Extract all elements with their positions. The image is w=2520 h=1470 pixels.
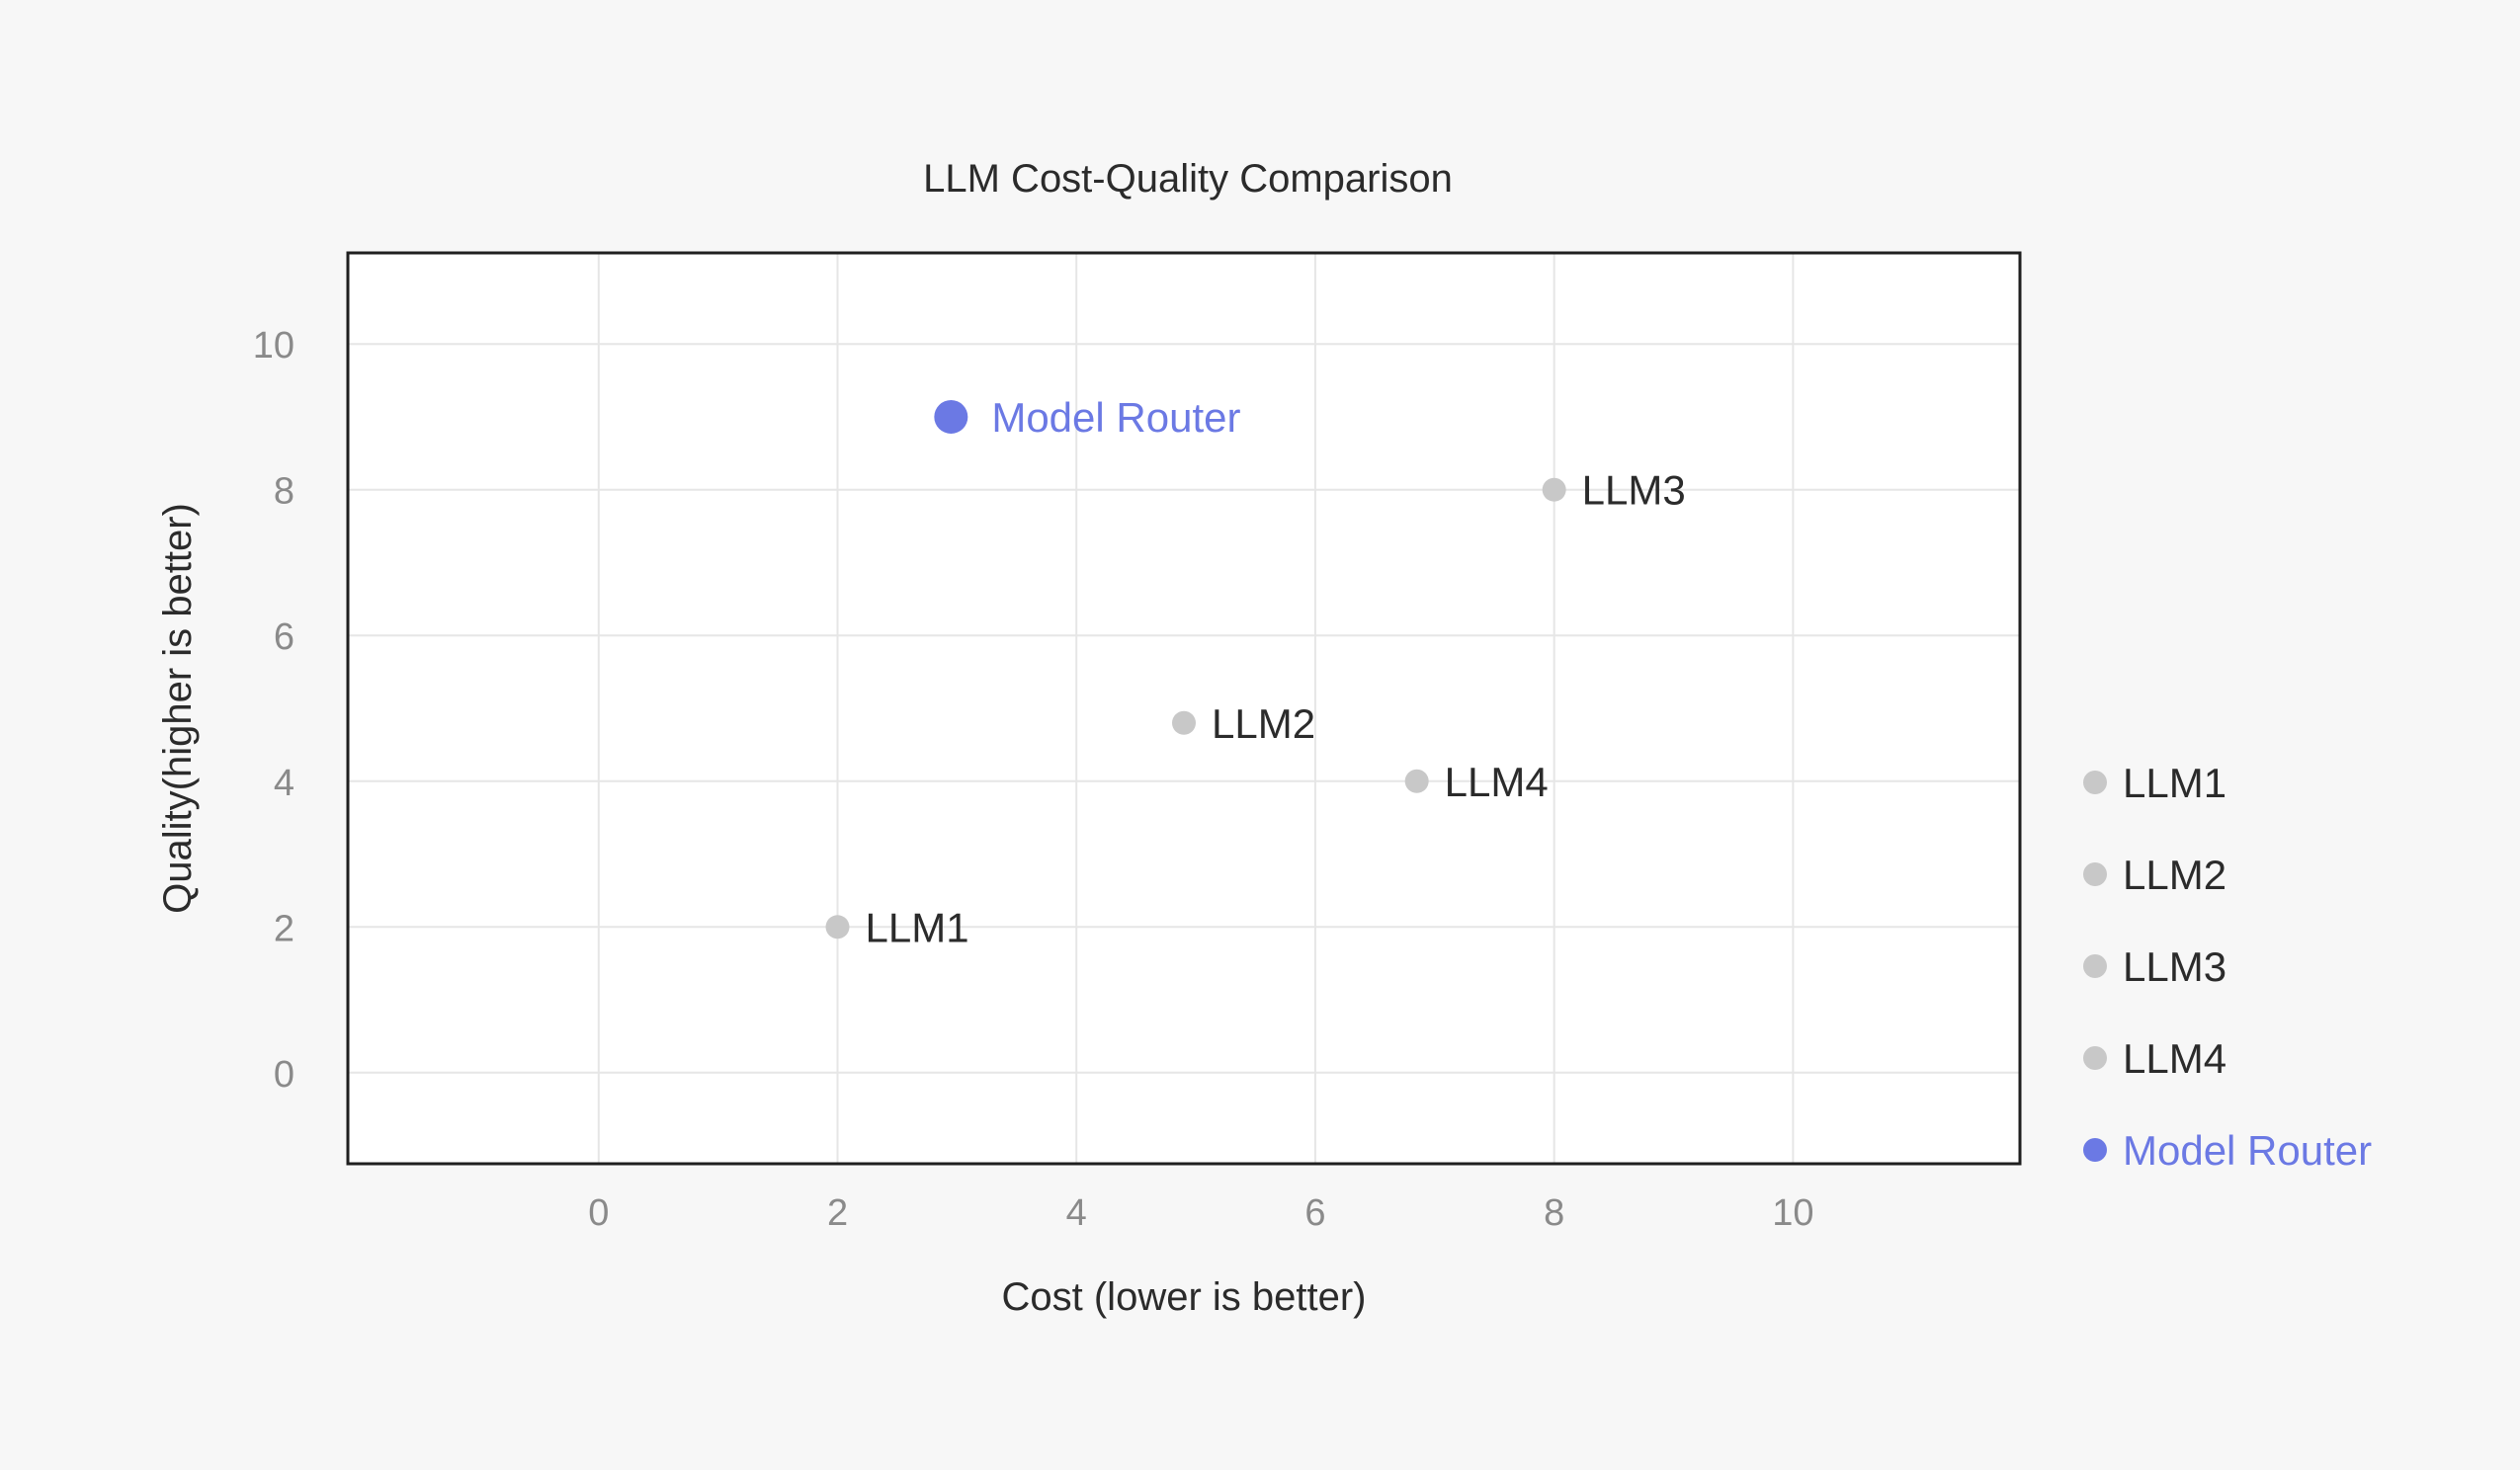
- point-marker[interactable]: [825, 915, 850, 939]
- y-tick-label: 6: [274, 616, 294, 658]
- legend-item-llm2[interactable]: LLM2: [2083, 852, 2226, 898]
- legend: LLM1 LLM2 LLM3 LLM4 Model Router: [2083, 760, 2372, 1174]
- x-tick-label: 8: [1544, 1192, 1564, 1234]
- point-llm2[interactable]: LLM2: [1172, 700, 1315, 747]
- point-llm1[interactable]: LLM1: [825, 904, 969, 950]
- x-tick-label: 10: [1772, 1192, 1813, 1234]
- y-axis-ticks: 0 2 4 6 8 10: [253, 325, 294, 1096]
- x-tick-label: 2: [827, 1192, 848, 1234]
- x-axis-ticks: 0 2 4 6 8 10: [588, 1192, 1813, 1234]
- legend-item-llm3[interactable]: LLM3: [2083, 943, 2226, 990]
- point-label: LLM2: [1212, 700, 1315, 747]
- legend-marker: [2083, 862, 2107, 886]
- point-label: Model Router: [991, 394, 1240, 441]
- point-llm4[interactable]: LLM4: [1404, 759, 1549, 805]
- point-label: LLM3: [1582, 467, 1686, 514]
- y-tick-label: 4: [274, 763, 294, 804]
- legend-marker: [2083, 954, 2107, 978]
- legend-marker: [2083, 1046, 2107, 1070]
- y-tick-label: 8: [274, 471, 294, 513]
- x-tick-label: 0: [588, 1192, 609, 1234]
- point-label: LLM4: [1445, 759, 1549, 805]
- point-llm3[interactable]: LLM3: [1542, 467, 1686, 514]
- point-marker[interactable]: [1172, 710, 1196, 735]
- x-axis-label: Cost (lower is better): [1002, 1275, 1367, 1319]
- point-model-router[interactable]: Model Router: [934, 394, 1240, 441]
- legend-label: LLM1: [2123, 760, 2226, 806]
- legend-item-llm1[interactable]: LLM1: [2083, 760, 2226, 806]
- plot-frame: [346, 251, 2022, 1166]
- chart-title: LLM Cost-Quality Comparison: [923, 157, 1453, 201]
- point-label: LLM1: [866, 904, 969, 950]
- data-points: LLM1 LLM2 LLM3 LLM4 Model Router: [825, 394, 1686, 950]
- legend-label: LLM3: [2123, 943, 2226, 990]
- grid-lines: [348, 253, 2020, 1164]
- point-marker[interactable]: [1542, 477, 1566, 502]
- y-tick-label: 2: [274, 908, 294, 949]
- legend-marker: [2083, 771, 2107, 794]
- legend-label: Model Router: [2123, 1127, 2372, 1174]
- legend-item-model-router[interactable]: Model Router: [2083, 1127, 2372, 1174]
- y-axis-label: Quality(higher is better): [156, 503, 200, 914]
- legend-item-llm4[interactable]: LLM4: [2083, 1035, 2226, 1082]
- legend-marker: [2083, 1138, 2107, 1162]
- y-tick-label: 10: [253, 325, 294, 367]
- point-marker[interactable]: [934, 399, 968, 434]
- legend-label: LLM4: [2123, 1035, 2226, 1082]
- y-tick-label: 0: [274, 1054, 294, 1096]
- plot-area: [348, 253, 2020, 1164]
- point-marker[interactable]: [1404, 769, 1429, 793]
- legend-label: LLM2: [2123, 852, 2226, 898]
- x-tick-label: 6: [1304, 1192, 1325, 1234]
- x-tick-label: 4: [1066, 1192, 1087, 1234]
